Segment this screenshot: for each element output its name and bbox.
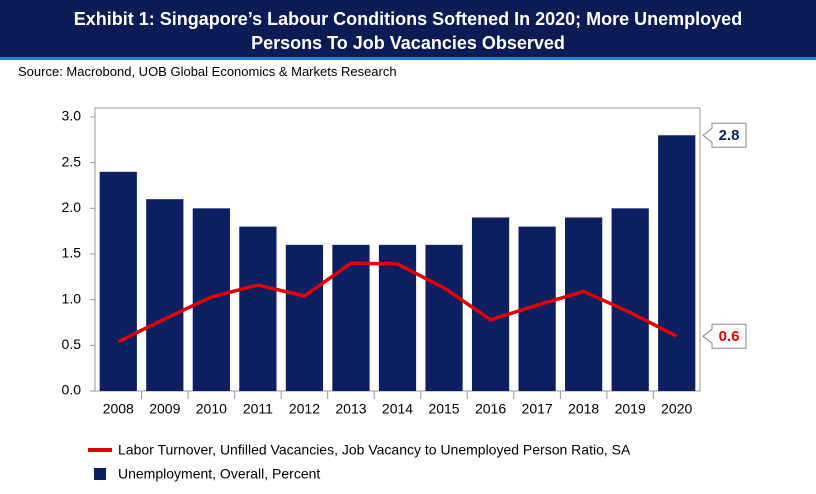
bar bbox=[146, 199, 184, 391]
bar bbox=[378, 244, 417, 391]
x-tick-label: 2011 bbox=[243, 401, 273, 417]
legend-swatch bbox=[94, 468, 106, 480]
bar bbox=[99, 171, 137, 391]
y-tick-label: 1.5 bbox=[62, 245, 82, 261]
x-tick-label: 2010 bbox=[196, 401, 227, 417]
x-tick-label: 2020 bbox=[661, 401, 692, 417]
end-label-box bbox=[702, 323, 747, 349]
x-tick-label: 2016 bbox=[475, 401, 506, 417]
y-tick-label: 2.5 bbox=[62, 153, 82, 169]
legend-label: Labor Turnover, Unfilled Vacancies, Job … bbox=[118, 442, 631, 458]
bar bbox=[332, 244, 370, 391]
y-tick-label: 0.0 bbox=[62, 382, 82, 398]
x-tick-label: 2018 bbox=[568, 401, 599, 417]
header: Exhibit 1: Singapore’s Labour Conditions… bbox=[0, 0, 816, 60]
x-tick-label: 2012 bbox=[289, 401, 320, 417]
bar bbox=[565, 217, 603, 391]
x-tick-label: 2015 bbox=[428, 401, 459, 417]
title-line: Persons To Job Vacancies Observed bbox=[251, 33, 565, 53]
bar bbox=[658, 135, 696, 391]
end-label: 2.8 bbox=[719, 127, 740, 144]
y-tick-label: 2.0 bbox=[62, 199, 82, 215]
end-label-box bbox=[702, 122, 747, 148]
title-line: Exhibit 1: Singapore’s Labour Conditions… bbox=[73, 9, 743, 29]
y-tick-label: 0.5 bbox=[62, 336, 82, 352]
x-tick-label: 2008 bbox=[103, 401, 134, 417]
end-label: 0.6 bbox=[719, 328, 740, 345]
x-tick-label: 2017 bbox=[522, 401, 553, 417]
x-tick-label: 2009 bbox=[149, 401, 180, 417]
y-tick-label: 3.0 bbox=[62, 108, 82, 124]
bar bbox=[239, 226, 277, 391]
bar bbox=[425, 244, 463, 391]
x-tick-label: 2019 bbox=[615, 401, 646, 417]
legend-label: Unemployment, Overall, Percent bbox=[118, 466, 320, 482]
bar bbox=[192, 208, 230, 391]
source: Source: Macrobond, UOB Global Economics … bbox=[18, 64, 397, 79]
x-tick-label: 2013 bbox=[335, 401, 366, 417]
bar bbox=[285, 244, 324, 391]
bar bbox=[471, 217, 510, 391]
bar bbox=[611, 208, 649, 391]
x-tick-label: 2014 bbox=[382, 401, 413, 417]
y-tick-label: 1.0 bbox=[62, 290, 82, 306]
line bbox=[117, 261, 678, 344]
